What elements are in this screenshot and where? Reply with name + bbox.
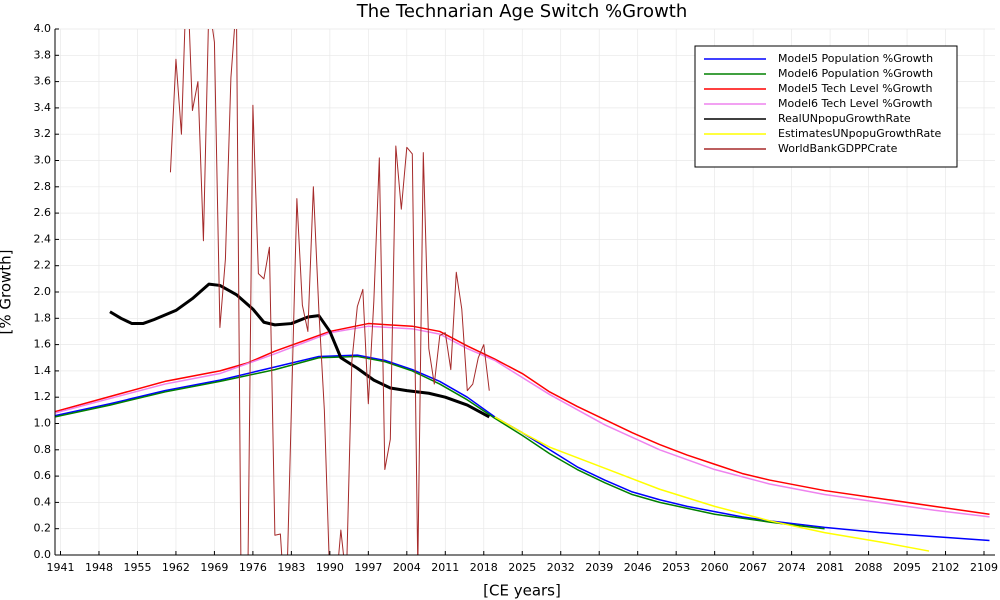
y-tick-label: 2.4 — [34, 232, 52, 245]
x-tick-label: 1990 — [316, 561, 344, 574]
chart-title: The Technarian Age Switch %Growth — [356, 1, 688, 22]
legend: Model5 Population %Growth Model6 Populati… — [704, 52, 942, 155]
series-line — [109, 282, 490, 419]
x-tick-label: 2095 — [893, 561, 921, 574]
x-tick-label: 1948 — [85, 561, 113, 574]
x-tick-label: 1976 — [239, 561, 267, 574]
x-tick-label: 2074 — [778, 561, 806, 574]
x-tick-label: 1969 — [200, 561, 228, 574]
x-tick-label: 1983 — [277, 561, 305, 574]
y-tick-label: 1.2 — [34, 390, 52, 403]
series-line — [55, 322, 990, 515]
x-tick-label: 1955 — [123, 561, 151, 574]
legend-label: Model6 Population %Growth — [778, 67, 933, 80]
y-tick-label: 3.2 — [34, 127, 52, 140]
series-line — [169, 29, 490, 555]
x-tick-label: 2060 — [701, 561, 729, 574]
x-tick-label: 2018 — [470, 561, 498, 574]
y-tick-label: 3.6 — [34, 75, 52, 88]
x-tick-label: 2039 — [585, 561, 613, 574]
x-tick-label: 1962 — [162, 561, 190, 574]
x-tick-label: 2011 — [431, 561, 459, 574]
legend-label: Model5 Tech Level %Growth — [778, 82, 932, 95]
x-tick-label: 2025 — [508, 561, 536, 574]
x-tick-label: 1941 — [46, 561, 74, 574]
series-line — [55, 355, 825, 530]
x-tick-label: 1997 — [354, 561, 382, 574]
legend-box — [694, 45, 958, 168]
y-tick-label: 1.8 — [34, 311, 52, 324]
y-tick-label: 1.6 — [34, 338, 52, 351]
y-tick-label: 0.4 — [34, 495, 52, 508]
x-tick-label: 2067 — [739, 561, 767, 574]
y-tick-label: 4.0 — [34, 22, 52, 35]
y-tick-label: 3.0 — [34, 154, 52, 167]
legend-label: Model5 Population %Growth — [778, 52, 933, 65]
y-tick-label: 0.2 — [34, 522, 52, 535]
legend-label: WorldBankGDPPCrate — [778, 142, 898, 155]
y-tick-label: 2.8 — [34, 180, 52, 193]
y-tick-label: 1.4 — [34, 364, 52, 377]
series-line — [494, 416, 930, 552]
x-tick-label: 2046 — [624, 561, 652, 574]
x-tick-label: 2088 — [855, 561, 883, 574]
x-tick-label: 2081 — [816, 561, 844, 574]
plot-lines — [55, 29, 990, 555]
x-tick-label: 2053 — [662, 561, 690, 574]
x-tick-label: 2004 — [393, 561, 421, 574]
x-tick-label: 2109 — [970, 561, 998, 574]
legend-label: RealUNpopuGrowthRate — [778, 112, 911, 125]
y-axis-label: [% Growth] — [0, 249, 15, 334]
y-tick-label: 0.0 — [34, 548, 52, 561]
y-tick-label: 2.2 — [34, 259, 52, 272]
y-tick-label: 0.8 — [34, 443, 52, 456]
y-tick-label: 3.4 — [34, 101, 52, 114]
series-line — [55, 325, 990, 518]
x-axis-label: [CE years] — [483, 582, 561, 600]
legend-label: EstimatesUNpopuGrowthRate — [778, 127, 942, 140]
y-tick-label: 0.6 — [34, 469, 52, 482]
legend-label: Model6 Tech Level %Growth — [778, 97, 932, 110]
y-tick-label: 1.0 — [34, 417, 52, 430]
x-tick-label: 2032 — [547, 561, 575, 574]
y-tick-label: 2.6 — [34, 206, 52, 219]
y-tick-label: 3.8 — [34, 48, 52, 61]
x-tick-label: 2102 — [932, 561, 960, 574]
y-tick-label: 2.0 — [34, 285, 52, 298]
